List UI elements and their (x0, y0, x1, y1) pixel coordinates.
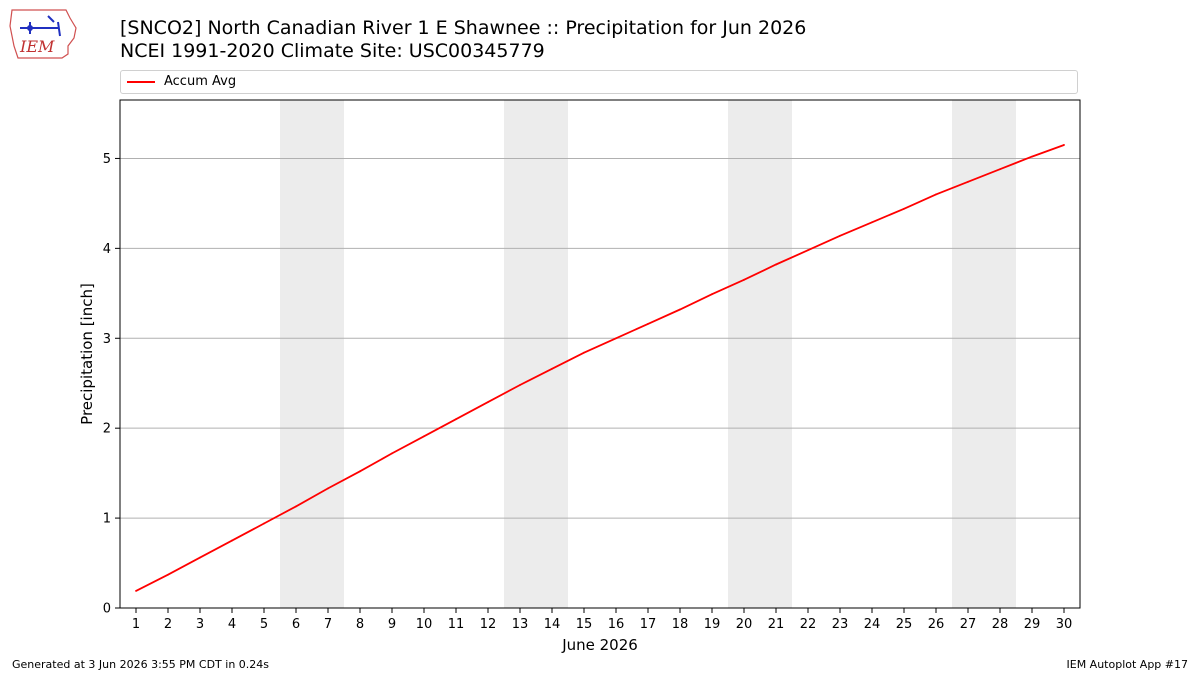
data-point-day-8 (359, 470, 361, 473)
weather-vane-icon (20, 15, 61, 37)
x-tick-label-23: 23 (832, 617, 849, 632)
data-point-day-17 (647, 322, 649, 325)
x-tick-label-4: 4 (228, 617, 236, 632)
plot-frame (119, 99, 1081, 609)
data-point-day-29 (1031, 155, 1033, 158)
y-tick-label-3: 3 (103, 332, 111, 347)
data-point-day-5 (263, 522, 265, 525)
y-tick-label-5: 5 (103, 152, 111, 167)
x-tick-label-12: 12 (480, 617, 497, 632)
data-point-day-12 (487, 401, 489, 404)
y-axis-label: Precipitation [inch] (78, 283, 96, 425)
app-label: IEM Autoplot App #17 (1066, 658, 1189, 671)
x-tick-label-13: 13 (512, 617, 529, 632)
series-line-accum-avg (135, 144, 1065, 592)
data-point-day-26 (935, 193, 937, 196)
data-point-day-21 (775, 263, 777, 266)
weekend-shade-2 (504, 100, 568, 608)
x-tick-label-30: 30 (1056, 617, 1073, 632)
data-point-day-10 (423, 435, 425, 438)
y-tick-label-1: 1 (103, 512, 111, 527)
x-tick-label-19: 19 (704, 617, 721, 632)
x-tick-label-10: 10 (416, 617, 433, 632)
x-tick-label-24: 24 (864, 617, 881, 632)
x-tick-label-20: 20 (736, 617, 753, 632)
data-point-day-14 (551, 367, 553, 370)
data-point-day-28 (999, 168, 1001, 171)
data-point-day-4 (231, 539, 233, 542)
data-point-day-2 (167, 573, 169, 576)
data-point-day-24 (871, 221, 873, 224)
x-tick-label-1: 1 (132, 617, 140, 632)
weekend-shade-1 (280, 100, 344, 608)
data-point-day-3 (199, 556, 201, 559)
x-axis-label: June 2026 (561, 636, 638, 654)
x-tick-label-6: 6 (292, 617, 300, 632)
x-tick-label-15: 15 (576, 617, 593, 632)
legend-swatch-accum-avg (127, 81, 155, 83)
y-tick-label-4: 4 (103, 242, 111, 257)
iowa-outline-icon (9, 9, 77, 59)
data-point-day-25 (903, 207, 905, 210)
data-point-day-18 (679, 308, 681, 311)
x-tick-label-2: 2 (164, 617, 172, 632)
x-tick-label-27: 27 (960, 617, 977, 632)
x-tick-label-11: 11 (448, 617, 465, 632)
data-point-day-11 (455, 418, 457, 421)
x-tick-label-9: 9 (388, 617, 396, 632)
data-point-day-19 (711, 293, 713, 296)
x-tick-label-28: 28 (992, 617, 1009, 632)
data-point-day-27 (967, 180, 969, 183)
x-tick-label-26: 26 (928, 617, 945, 632)
data-point-day-23 (839, 234, 841, 237)
x-tick-label-25: 25 (896, 617, 913, 632)
weekend-shade-3 (728, 100, 792, 608)
data-point-day-20 (743, 278, 745, 281)
data-point-day-6 (295, 505, 297, 508)
y-tick-label-0: 0 (103, 602, 111, 617)
chart-title: [SNCO2] North Canadian River 1 E Shawnee… (120, 17, 807, 39)
x-tick-label-14: 14 (544, 617, 561, 632)
x-tick-label-3: 3 (196, 617, 204, 632)
x-tick-label-8: 8 (356, 617, 364, 632)
data-point-day-1 (135, 590, 137, 592)
data-point-day-13 (519, 384, 521, 386)
x-tick-label-21: 21 (768, 617, 785, 632)
iem-logo: IEM (9, 9, 77, 59)
x-tick-label-17: 17 (640, 617, 657, 632)
x-tick-label-29: 29 (1024, 617, 1041, 632)
x-tick-label-5: 5 (260, 617, 268, 632)
data-point-day-16 (615, 337, 617, 340)
y-tick-label-2: 2 (103, 422, 111, 437)
x-tick-label-22: 22 (800, 617, 817, 632)
x-tick-label-16: 16 (608, 617, 625, 632)
x-tick-label-18: 18 (672, 617, 689, 632)
x-tick-label-7: 7 (324, 617, 332, 632)
data-point-day-15 (583, 351, 585, 354)
chart-subtitle: NCEI 1991-2020 Climate Site: USC00345779 (120, 40, 545, 62)
logo-text: IEM (19, 37, 55, 56)
chart-legend: Accum Avg (120, 70, 1078, 94)
legend-label-accum-avg: Accum Avg (164, 74, 237, 89)
data-point-day-9 (391, 452, 393, 455)
data-point-day-30 (1063, 144, 1065, 146)
generated-timestamp: Generated at 3 Jun 2026 3:55 PM CDT in 0… (12, 658, 270, 671)
weekend-shade-4 (952, 100, 1016, 608)
data-point-day-7 (327, 487, 329, 490)
data-point-day-22 (807, 249, 809, 252)
